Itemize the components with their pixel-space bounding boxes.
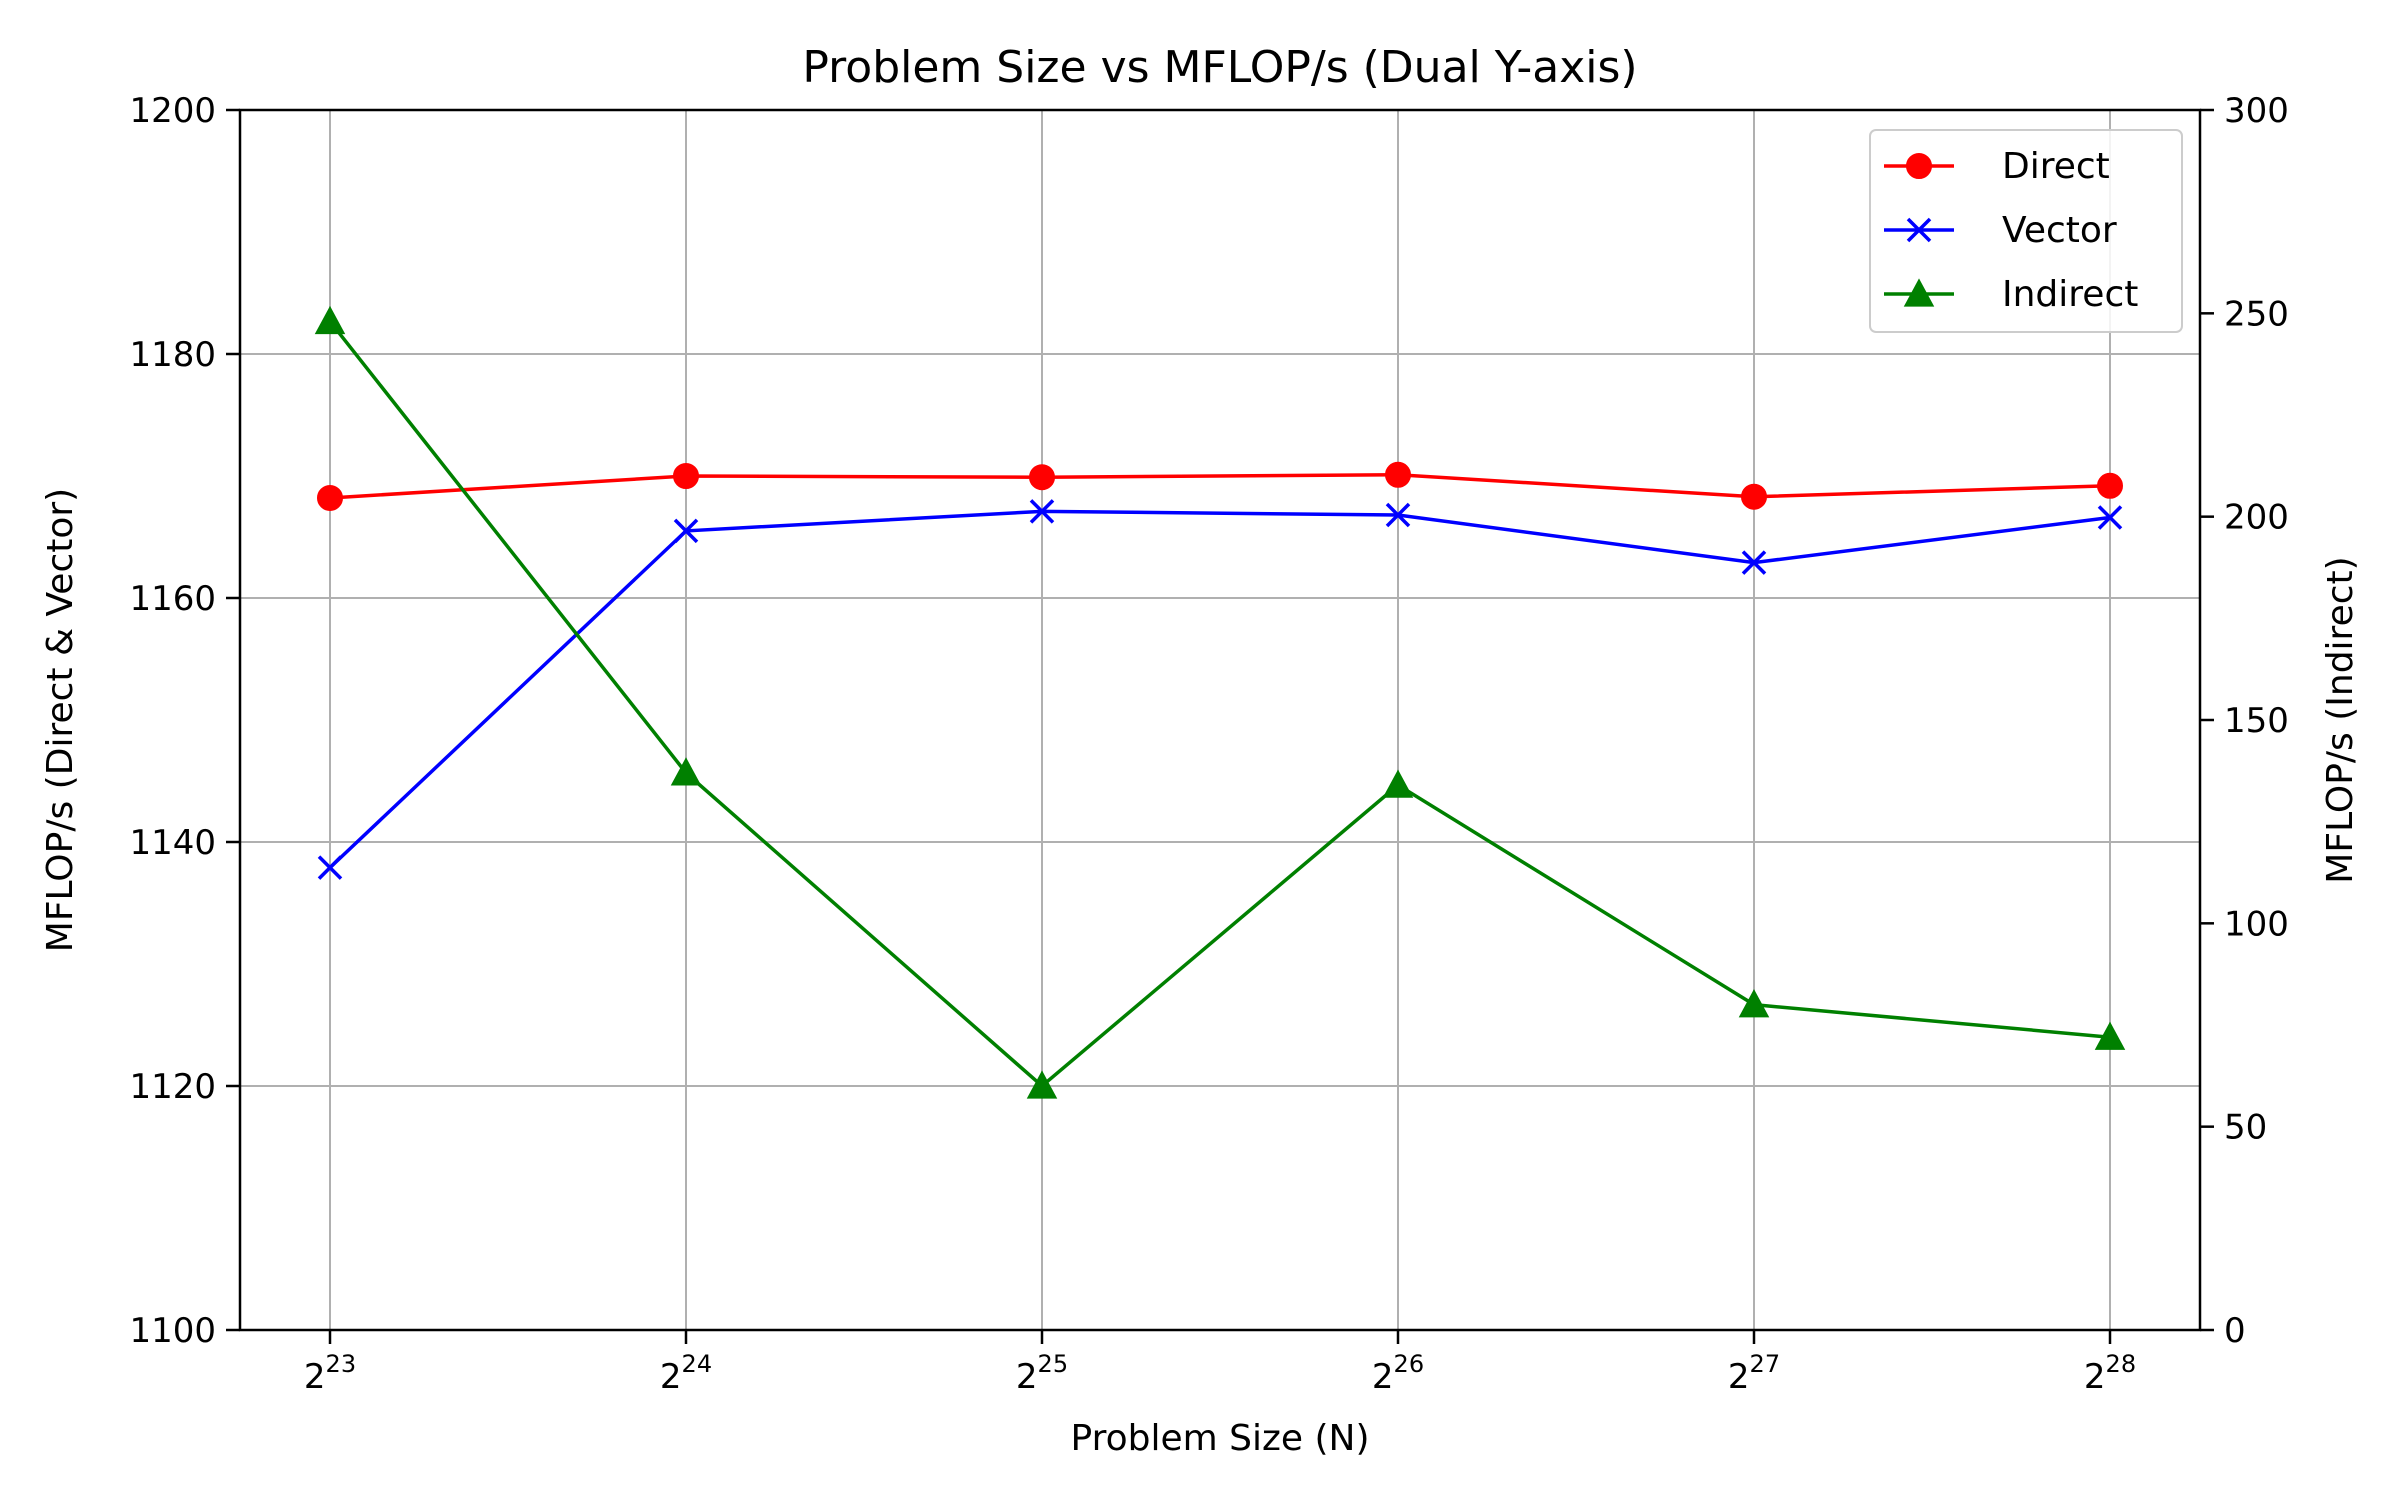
data-point-indirect	[2094, 1021, 2126, 1050]
data-point-vector	[1741, 550, 1767, 575]
left-axis: 1100 1120 1140 1160 1180 1200	[129, 91, 240, 1351]
data-point-vector	[673, 518, 699, 544]
data-point-vector	[2097, 505, 2123, 530]
legend-label: Vector	[2002, 210, 2117, 251]
series-line-indirect	[328, 320, 2111, 1089]
data-point-indirect	[670, 757, 702, 786]
x-axis: 223 224 225 226 227 228	[304, 1330, 2136, 1397]
legend-label: Indirect	[2002, 274, 2138, 315]
data-point-indirect	[1382, 769, 1414, 798]
right-tick-label: 0	[2224, 1311, 2246, 1351]
data-point-direct	[1385, 461, 1411, 488]
right-tick-label: 100	[2224, 904, 2289, 944]
marker-stroke	[317, 855, 343, 880]
data-point-direct	[317, 484, 343, 511]
x-tick-label: 224	[660, 1350, 712, 1397]
x-tick-label: 227	[1728, 1350, 1780, 1397]
marker-stroke	[1385, 502, 1411, 528]
series-layer	[314, 305, 2126, 1099]
data-point-indirect	[1738, 989, 1770, 1018]
legend-label: Direct	[2002, 146, 2110, 187]
marker-stroke	[1741, 550, 1767, 575]
legend-marker	[1906, 217, 1932, 243]
right-tick-label: 150	[2224, 701, 2289, 741]
chart-title: Problem Size vs MFLOP/s (Dual Y-axis)	[802, 42, 1637, 93]
data-point-direct	[673, 463, 699, 489]
data-point-vector	[1029, 499, 1055, 524]
x-tick-label: 228	[2084, 1350, 2136, 1397]
data-point-vector	[1385, 502, 1411, 528]
right-tick-label: 50	[2224, 1108, 2267, 1148]
legend-item-vector: Vector	[1884, 210, 2117, 251]
marker-stroke	[1906, 217, 1932, 243]
x-axis-label: Problem Size (N)	[1071, 1418, 1370, 1459]
left-tick-label: 1140	[129, 823, 216, 863]
series-indirect	[314, 305, 2126, 1099]
x-tick-label: 223	[304, 1350, 356, 1397]
data-point-direct	[1741, 483, 1767, 510]
data-point-vector	[317, 855, 343, 880]
legend-item-direct: Direct	[1884, 146, 2110, 187]
legend-marker	[1903, 278, 1935, 307]
data-point-indirect	[314, 305, 346, 335]
legend-marker	[1906, 153, 1932, 179]
legend-box	[1869, 129, 2183, 333]
right-axis: 0 50 100 150 200 250 300	[2200, 91, 2289, 1351]
left-tick-label: 1100	[129, 1311, 216, 1351]
y-axis-label-left: MFLOP/s (Direct & Vector)	[40, 488, 81, 952]
right-tick-label: 250	[2224, 294, 2289, 334]
marker-stroke	[2097, 505, 2123, 530]
right-tick-label: 300	[2224, 91, 2289, 131]
data-point-direct	[2097, 472, 2123, 499]
series-direct	[317, 461, 2123, 511]
left-tick-label: 1120	[129, 1067, 216, 1107]
x-tick-label: 226	[1372, 1350, 1424, 1397]
y-axis-label-right: MFLOP/s (Indirect)	[2320, 556, 2361, 883]
marker-stroke	[673, 518, 699, 544]
marker-stroke	[1029, 499, 1055, 524]
legend-item-indirect: Indirect	[1884, 274, 2138, 315]
legend: Direct Vector Indirect	[1869, 129, 2183, 333]
series-line-direct	[329, 473, 2111, 500]
left-tick-label: 1180	[129, 335, 216, 375]
right-tick-label: 200	[2224, 498, 2289, 538]
data-point-direct	[1029, 464, 1055, 491]
series-line-vector	[328, 509, 2111, 869]
series-vector	[317, 499, 2123, 880]
left-tick-label: 1160	[129, 579, 216, 619]
x-tick-label: 225	[1016, 1350, 1068, 1397]
data-point-indirect	[1026, 1070, 1058, 1099]
left-tick-label: 1200	[129, 91, 216, 131]
